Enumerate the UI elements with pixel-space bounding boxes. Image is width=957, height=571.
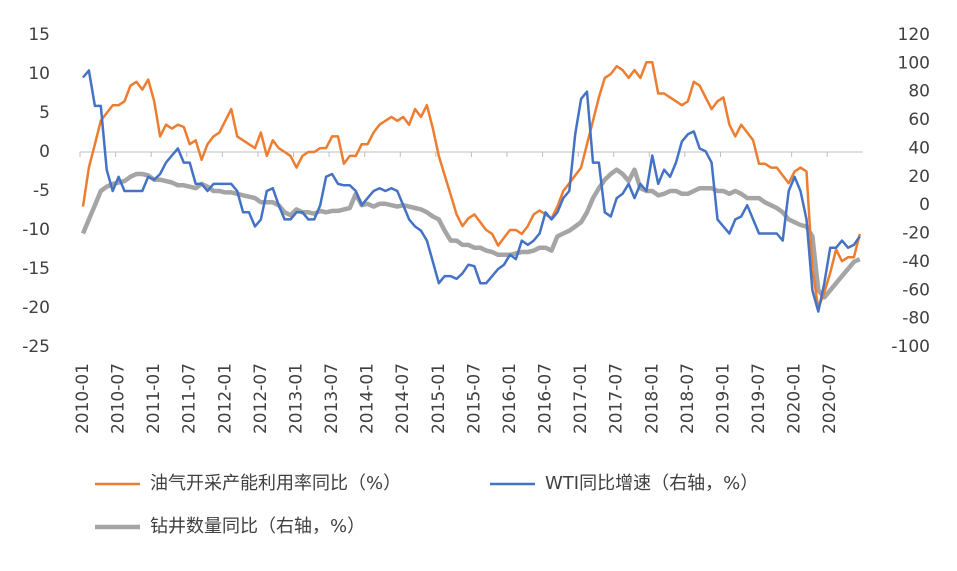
y-tick-label: -5 xyxy=(33,181,50,201)
x-tick-label: 2010-07 xyxy=(109,363,129,434)
y-tick-label: -15 xyxy=(22,259,50,279)
x-tick-label: 2018-01 xyxy=(642,363,662,434)
y-tick-label: -25 xyxy=(22,337,50,357)
x-tick-label: 2018-07 xyxy=(678,363,698,434)
x-tick-label: 2014-07 xyxy=(393,363,413,434)
x-tick-label: 2020-07 xyxy=(820,363,840,434)
x-tick-label: 2017-01 xyxy=(571,363,591,434)
y2-tick-label: 60 xyxy=(908,110,930,130)
legend: 油气开采产能利用率同比（%） WTI同比增速（右轴，%） 钻井数量同比（右轴，%） xyxy=(95,473,758,537)
y2-tick-label: 40 xyxy=(908,138,930,158)
y-tick-label: 10 xyxy=(28,64,50,84)
y-tick-label: 15 xyxy=(28,25,50,45)
legend-label: 钻井数量同比（右轴，%） xyxy=(150,516,365,537)
y2-tick-label: 80 xyxy=(908,82,930,102)
y-tick-label: -20 xyxy=(22,298,50,318)
y-tick-label: 5 xyxy=(39,103,50,123)
x-tick-label: 2012-01 xyxy=(215,363,235,434)
x-tick-label: 2016-01 xyxy=(500,363,520,434)
y2-tick-label: -40 xyxy=(902,252,930,272)
x-tick-label: 2019-07 xyxy=(749,363,769,434)
y-tick-label: 0 xyxy=(39,142,50,162)
x-tick-label: 2012-07 xyxy=(251,363,271,434)
x-tick-label: 2019-01 xyxy=(713,363,733,434)
series-line xyxy=(81,61,862,310)
y2-tick-label: -60 xyxy=(902,280,930,300)
legend-label: 油气开采产能利用率同比（%） xyxy=(150,473,401,494)
x-tick-label: 2016-07 xyxy=(536,363,556,434)
series-line xyxy=(80,167,861,300)
legend-label: WTI同比增速（右轴，%） xyxy=(545,473,758,494)
y2-tick-label: -20 xyxy=(902,224,930,244)
x-tick-label: 2011-07 xyxy=(180,363,200,434)
y2-tick-label: -80 xyxy=(902,309,930,329)
x-tick-label: 2015-07 xyxy=(464,363,484,434)
y2-tick-label: 0 xyxy=(919,195,930,215)
x-tick-label: 2013-07 xyxy=(322,363,342,434)
x-tick-label: 2017-07 xyxy=(607,363,627,434)
y2-tick-label: 100 xyxy=(898,53,930,73)
x-tick-label: 2010-01 xyxy=(73,363,93,434)
x-tick-label: 2020-01 xyxy=(785,363,805,434)
y-tick-label: -10 xyxy=(22,220,50,240)
y2-tick-label: 20 xyxy=(908,167,930,187)
x-tick-label: 2014-01 xyxy=(358,363,378,434)
y2-tick-label: 120 xyxy=(898,25,930,45)
series-line xyxy=(82,69,861,313)
x-tick-label: 2015-01 xyxy=(429,363,449,434)
x-tick-label: 2011-01 xyxy=(144,363,164,434)
x-tick-label: 2013-01 xyxy=(286,363,306,434)
y2-tick-label: -100 xyxy=(891,337,930,357)
